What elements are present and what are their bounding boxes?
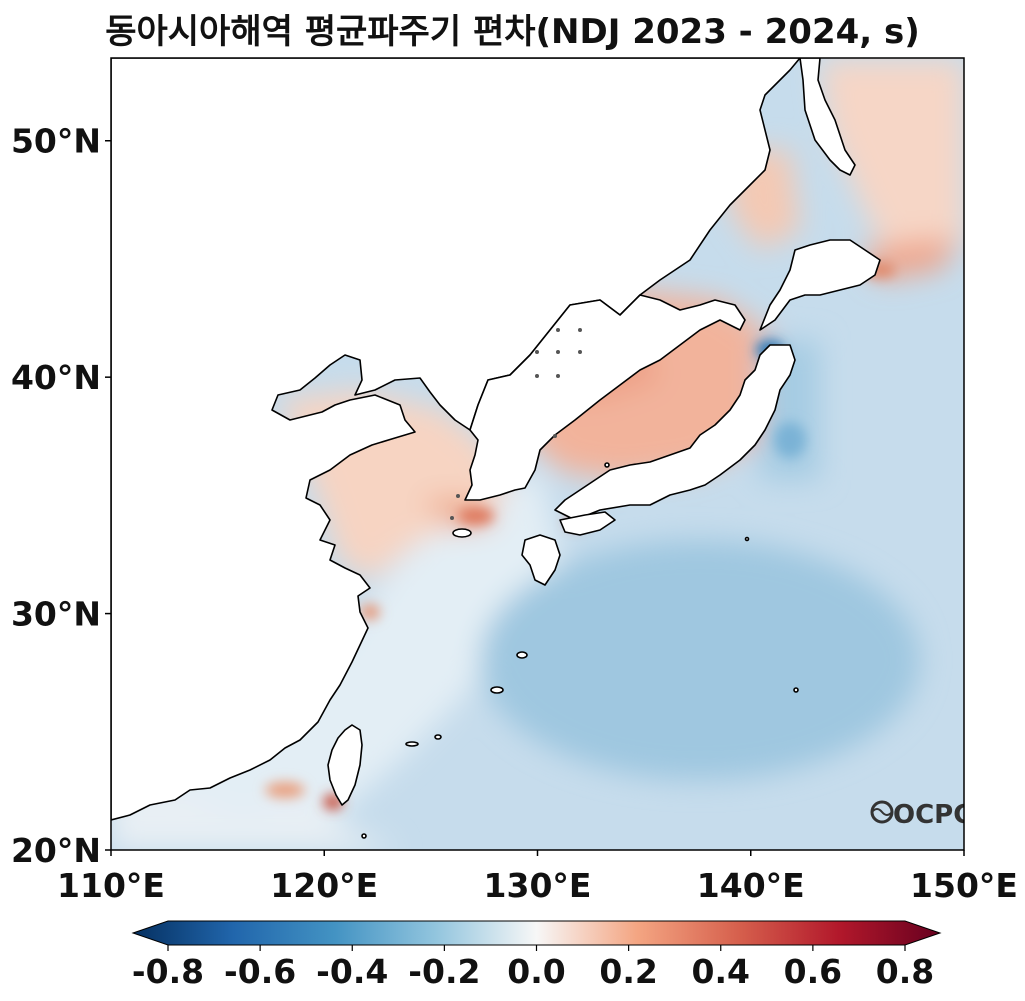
colorbar-tick-label: -0.8	[132, 952, 204, 991]
colorbar-tick-label: 0.2	[599, 952, 657, 991]
colorbar-tick-label: -0.6	[224, 952, 296, 991]
colorbar: -0.8 -0.6 -0.4 -0.2 0.0 0.2 0.4 0.6 0.8	[131, 920, 942, 991]
longitude-axis: 110°E 120°E 130°E 140°E 150°E	[57, 850, 1018, 905]
anomaly-field: OCPC	[111, 58, 972, 850]
lon-tick-label: 150°E	[910, 866, 1018, 905]
lat-tick-label: 30°N	[11, 595, 101, 634]
lon-tick-label: 130°E	[484, 866, 592, 905]
latitude-axis: 20°N 30°N 40°N 50°N	[11, 122, 111, 870]
colorbar-bar	[131, 920, 942, 946]
ocpc-logo: OCPC	[870, 800, 972, 830]
colorbar-ticks: -0.8 -0.6 -0.4 -0.2 0.0 0.2 0.4 0.6 0.8	[132, 945, 934, 991]
colorbar-tick-label: 0.4	[692, 952, 750, 991]
colorbar-tick-label: 0.8	[876, 952, 934, 991]
coastline	[111, 58, 881, 839]
lat-tick-label: 40°N	[11, 358, 101, 397]
lon-tick-label: 140°E	[697, 866, 805, 905]
lon-tick-label: 120°E	[270, 866, 378, 905]
significance-markers	[450, 328, 582, 520]
colorbar-tick-label: 0.0	[507, 952, 565, 991]
lat-tick-label: 50°N	[11, 122, 101, 161]
lat-tick-label: 20°N	[11, 831, 101, 870]
map-title: 동아시아해역 평균파주기 편차(NDJ 2023 - 2024, s)	[105, 12, 920, 52]
lon-tick-label: 110°E	[57, 866, 165, 905]
logo-text: OCPC	[893, 800, 972, 830]
colorbar-tick-label: -0.2	[408, 952, 480, 991]
colorbar-tick-label: -0.4	[316, 952, 388, 991]
colorbar-tick-label: 0.6	[784, 952, 842, 991]
